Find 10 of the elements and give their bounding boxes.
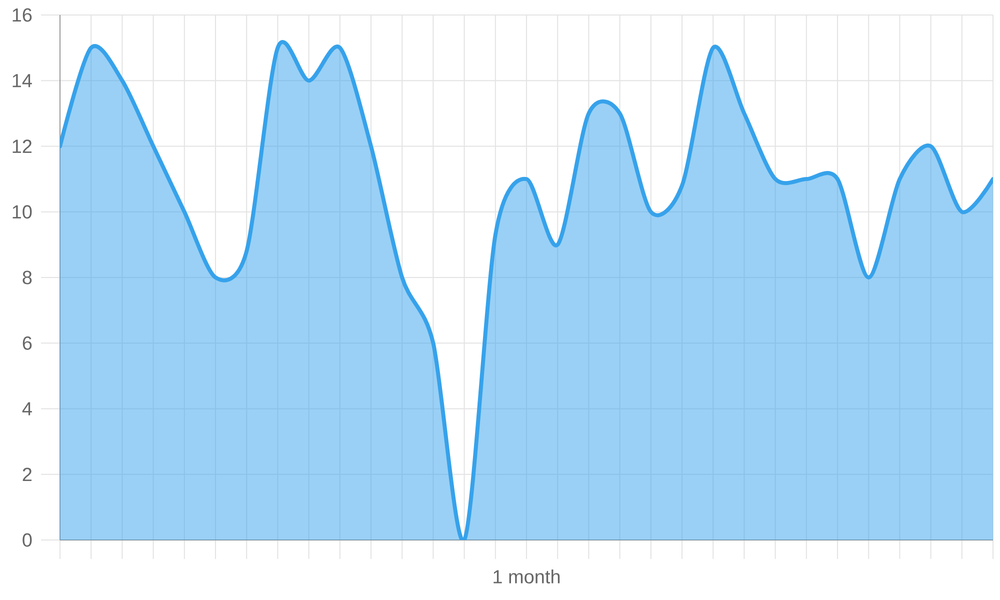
y-tick-label: 8 xyxy=(22,270,32,284)
y-tick-label: 0 xyxy=(22,533,32,547)
y-tick-label: 2 xyxy=(22,468,32,482)
x-axis-title: 1 month xyxy=(494,570,560,584)
y-tick-label: 12 xyxy=(12,140,32,153)
y-tick-label: 6 xyxy=(22,336,32,350)
y-tick-label: 10 xyxy=(12,205,32,219)
y-tick-label: 4 xyxy=(22,402,32,416)
y-tick-label: 16 xyxy=(12,8,32,22)
y-tick-label: 14 xyxy=(12,74,32,88)
